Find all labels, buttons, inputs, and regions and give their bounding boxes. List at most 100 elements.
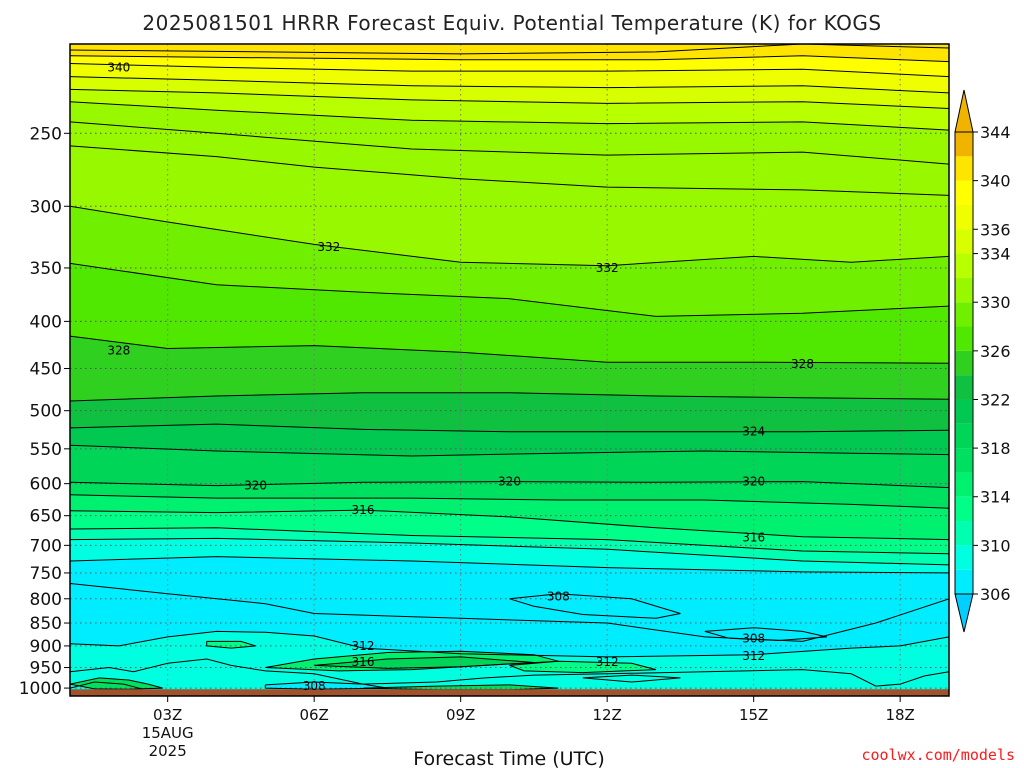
ground-surface — [70, 689, 949, 696]
contour-label: 332 — [317, 240, 340, 254]
contour-line-334 — [70, 101, 949, 131]
contour-label: 308 — [303, 679, 326, 693]
contour-label: 320 — [742, 475, 765, 489]
colorbar-box — [955, 448, 973, 473]
colorbar-box — [955, 253, 973, 278]
contour-line-328 — [70, 335, 949, 364]
colorbar: 306 310 314 318 322 326 330 334 336 340 344 — [954, 89, 1011, 633]
colorbar-box — [955, 423, 973, 449]
y-tick-label: 900 — [30, 637, 62, 657]
contour-line-310 — [582, 674, 681, 683]
colorbar-max-arrow — [954, 89, 974, 133]
contour-line-334 — [70, 145, 949, 196]
contour-line-330 — [70, 262, 949, 317]
colorbar-box — [955, 545, 973, 570]
colorbar-min-arrow — [954, 593, 974, 633]
contour-line-310 — [70, 556, 949, 574]
contour-label: 332 — [596, 261, 619, 275]
y-tick-label: 550 — [30, 440, 62, 460]
contour-line-332 — [70, 205, 949, 267]
colorbar-box — [955, 302, 973, 327]
y-tick-label: 800 — [30, 590, 62, 610]
contour-line-314 — [206, 640, 256, 649]
contour-line-314 — [70, 527, 949, 555]
contour-layer — [70, 44, 949, 691]
y-tick-label: 650 — [30, 507, 62, 527]
colorbar-label: 318 — [980, 439, 1011, 458]
plot-fill-layer — [70, 44, 949, 696]
x-tick-label: 15Z — [739, 706, 768, 724]
contour-line-340 — [70, 63, 949, 78]
colorbar-label: 330 — [980, 293, 1011, 312]
credit-text: coolwx.com/models — [861, 746, 1015, 764]
contour-line-336 — [70, 88, 949, 109]
fill-cell — [704, 627, 827, 641]
contour-label: 316 — [352, 503, 375, 517]
x-tick-label: 18Z — [885, 706, 914, 724]
y-tick-label: 500 — [30, 402, 62, 422]
contour-label: 308 — [547, 589, 570, 603]
contour-line-338 — [70, 76, 949, 94]
contour-line-308 — [264, 681, 388, 690]
colorbar-box — [955, 472, 973, 497]
colorbar-label: 336 — [980, 220, 1011, 239]
colorbar-box — [955, 326, 973, 351]
x-tick-sublabel: 2025 — [149, 742, 187, 760]
chart-title: 2025081501 HRRR Forecast Equiv. Potentia… — [142, 11, 881, 35]
x-tick-label: 09Z — [446, 706, 475, 724]
y-tick-label: 700 — [30, 536, 62, 556]
ground-layer — [70, 689, 949, 696]
colorbar-box — [955, 350, 973, 376]
contour-line-342 — [70, 55, 949, 63]
colorbar-box — [955, 496, 973, 522]
colorbar-box — [955, 375, 973, 400]
y-tick-label: 300 — [30, 197, 62, 217]
contour-line-310 — [70, 583, 949, 642]
colorbar-label: 310 — [980, 536, 1011, 555]
contour-line-308 — [509, 593, 681, 619]
plot-frame — [69, 43, 950, 697]
contour-label: 320 — [498, 475, 521, 489]
colorbar-label: 326 — [980, 342, 1011, 361]
y-tick-label: 400 — [30, 312, 62, 332]
colorbar-label: 334 — [980, 245, 1011, 264]
contour-label: 316 — [352, 655, 375, 669]
fill-cell — [509, 661, 656, 673]
y-tick-label: 350 — [30, 259, 62, 279]
contour-line-326 — [70, 392, 949, 402]
y-axis: 250 300 350 400 450 500 550 600 650 700 750 800 850 9… — [19, 124, 70, 699]
colorbar-box — [955, 229, 973, 254]
colorbar-label: 322 — [980, 390, 1011, 409]
contour-line-312 — [70, 537, 949, 566]
contour-line-314 — [509, 660, 657, 674]
contour-line-316 — [70, 509, 949, 541]
colorbar-box — [955, 399, 973, 424]
colorbar-box — [955, 204, 973, 230]
contour-label: 312 — [352, 639, 375, 653]
x-tick-label: 03Z — [153, 706, 182, 724]
contour-label: 324 — [742, 425, 765, 439]
contour-line-312 — [70, 630, 949, 658]
contour-line-308 — [704, 627, 828, 642]
fill-cell — [265, 682, 388, 690]
fill-cell — [509, 593, 681, 619]
contour-label: 320 — [244, 479, 267, 493]
y-tick-label: 250 — [30, 124, 62, 144]
x-tick-label: 06Z — [299, 706, 328, 724]
contour-line-322 — [70, 444, 949, 457]
contour-label: 308 — [742, 631, 765, 645]
fill-band-top — [70, 44, 949, 54]
fill-cell — [206, 641, 256, 649]
colorbar-label: 340 — [980, 172, 1011, 191]
colorbar-label: 344 — [980, 123, 1011, 142]
y-tick-label: 450 — [30, 360, 62, 380]
contour-line-316 — [70, 681, 144, 690]
y-tick-label: 600 — [30, 475, 62, 495]
contour-line-334 — [70, 121, 949, 165]
contour-line-312 — [70, 658, 949, 687]
contour-label: 340 — [107, 60, 130, 74]
contour-line-318 — [70, 677, 163, 690]
colorbar-box — [955, 132, 973, 157]
